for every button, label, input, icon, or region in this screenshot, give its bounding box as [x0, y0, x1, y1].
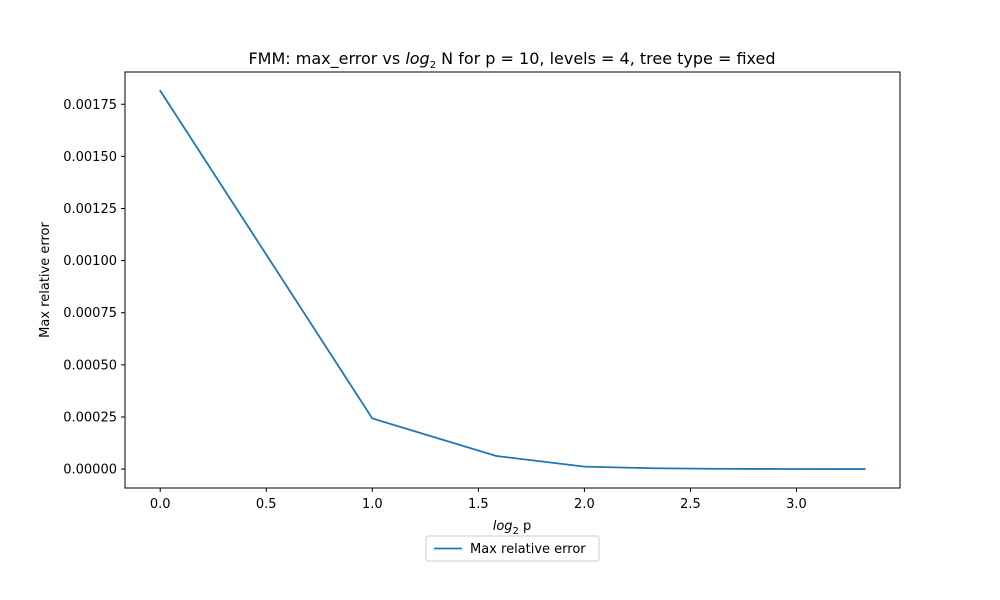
legend-label: Max relative error [470, 542, 586, 557]
data-point [863, 468, 866, 470]
y-tick-label: 0.00025 [63, 410, 117, 425]
series-layer [159, 89, 866, 470]
y-tick-label: 0.00050 [63, 358, 117, 373]
data-point [495, 455, 498, 457]
x-tick-label: 1.0 [362, 497, 383, 512]
data-point [651, 467, 654, 470]
plot-area [124, 71, 901, 489]
x-tick-label: 2.5 [680, 497, 701, 512]
series-line [159, 90, 865, 470]
x-tick-label: 1.5 [468, 497, 489, 512]
data-point [371, 417, 374, 420]
x-tick-label: 0.0 [150, 497, 171, 512]
y-tick-label: 0.00100 [63, 254, 117, 269]
x-tick-label: 0.5 [256, 497, 277, 512]
legend: Max relative error [425, 535, 600, 562]
legend-box [425, 535, 600, 562]
data-point [159, 89, 162, 92]
y-tick-label: 0.00150 [63, 150, 117, 165]
y-tick-label: 0.00075 [63, 306, 117, 321]
axes-frame [124, 71, 901, 489]
y-axis-label: Max relative error [38, 222, 53, 338]
y-tick-label: 0.00125 [63, 202, 117, 217]
y-axis-ticks: 0.00000 0.00025 0.00050 0.00075 0.00100 0.001… [63, 98, 125, 478]
data-point [831, 468, 834, 470]
data-point [795, 468, 798, 470]
y-tick-label: 0.00000 [63, 463, 117, 478]
y-tick-label: 0.00175 [63, 98, 117, 113]
x-axis-ticks: 0.0 0.5 1.0 1.5 2.0 2.5 3.0 [150, 488, 807, 512]
data-point [583, 465, 586, 468]
chart-title: FMM: max_error vs log2 N for p = 10, lev… [248, 49, 775, 71]
x-axis-label: log2 p [493, 519, 532, 537]
x-tick-label: 2.0 [574, 497, 595, 512]
data-point [707, 467, 710, 470]
data-point [754, 468, 757, 470]
x-tick-label: 3.0 [786, 497, 807, 512]
